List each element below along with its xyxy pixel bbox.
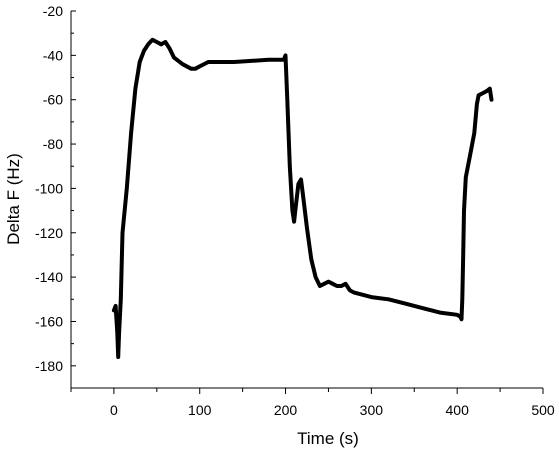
y-tick-label: -180 <box>35 358 63 374</box>
y-axis-title: Delta F (Hz) <box>4 153 23 245</box>
x-axis-title: Time (s) <box>297 429 359 448</box>
x-tick-label: 0 <box>110 402 118 418</box>
x-tick-label: 500 <box>531 402 555 418</box>
x-tick-label: 100 <box>188 402 212 418</box>
series-line <box>111 37 494 359</box>
x-tick-label: 300 <box>360 402 384 418</box>
y-tick-label: -80 <box>43 136 63 152</box>
series-layer <box>111 37 494 359</box>
y-tick-label: -160 <box>35 313 63 329</box>
x-axis-ticks: 0 100 200 300 400 500 <box>70 388 555 418</box>
y-tick-label: -60 <box>43 92 63 108</box>
y-tick-label: -140 <box>35 269 63 285</box>
y-axis-ticks: -20 -40 -60 -80 -100 -120 -140 -160 -180 <box>35 3 76 389</box>
y-tick-label: -120 <box>35 225 63 241</box>
y-tick-label: -100 <box>35 180 63 196</box>
x-tick-label: 200 <box>274 402 298 418</box>
y-tick-label: -20 <box>43 3 63 19</box>
y-tick-label: -40 <box>43 47 63 63</box>
x-tick-label: 400 <box>446 402 470 418</box>
